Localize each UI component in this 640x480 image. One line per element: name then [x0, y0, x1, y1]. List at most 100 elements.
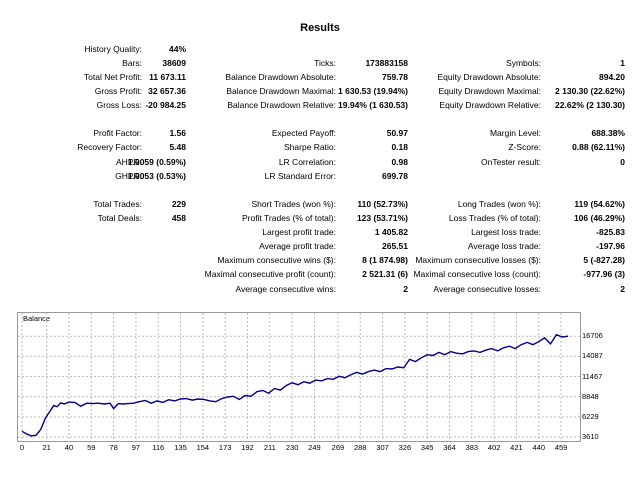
col1-value: -20 984.25: [145, 100, 186, 110]
col2-value: 2 521.31 (6): [362, 269, 408, 279]
col1-label: Gross Profit:: [94, 86, 142, 96]
col2-label: Largest profit trade:: [262, 227, 336, 237]
col1-label: Total Net Profit:: [83, 72, 142, 82]
x-tick-label: 116: [152, 443, 165, 452]
col2-value: 265.51: [382, 241, 408, 251]
col1-label: Gross Loss:: [96, 100, 142, 110]
col2-value: 699.78: [382, 171, 408, 181]
x-tick-label: 402: [487, 443, 501, 452]
col2-label: Sharpe Ratio:: [284, 142, 336, 152]
chart-title: Balance: [23, 314, 51, 323]
col1-label: Total Trades:: [93, 199, 142, 209]
x-tick-label: 421: [510, 443, 523, 452]
col2-label: Average consecutive wins:: [235, 284, 336, 294]
col3-value: 0.88 (62.11%): [572, 142, 625, 152]
col2-label: Ticks:: [314, 58, 336, 68]
x-tick-label: 173: [218, 443, 232, 452]
col3-value: 1: [620, 58, 625, 68]
col3-value: 22.62% (2 130.30): [555, 100, 625, 110]
col3-label: Maximal consecutive loss (count):: [413, 269, 541, 279]
x-tick-label: 192: [241, 443, 254, 452]
col3-label: Z-Score:: [508, 142, 541, 152]
col2-label: Maximum consecutive wins ($):: [217, 255, 336, 265]
balance-chart-svg: [18, 313, 580, 441]
col2-value: 123 (53.71%): [356, 213, 408, 223]
col3-label: Average consecutive losses:: [433, 284, 541, 294]
x-tick-label: 97: [131, 443, 141, 452]
x-tick-label: 249: [308, 443, 321, 452]
x-tick-label: 135: [174, 443, 187, 452]
col2-label: Balance Drawdown Absolute:: [225, 72, 336, 82]
col1-value: 229: [171, 199, 186, 209]
col3-value: 119 (54.62%): [574, 199, 625, 209]
col1-value: 38609: [162, 58, 186, 68]
col1-value: 1.0053 (0.53%): [127, 171, 186, 181]
col1-label: Bars:: [122, 58, 142, 68]
y-tick-label: 8848: [582, 391, 599, 401]
col3-label: Symbols:: [506, 58, 541, 68]
x-tick-label: 269: [331, 443, 345, 452]
col1-value: 1.0059 (0.59%): [127, 157, 186, 167]
col3-label: Largest loss trade:: [471, 227, 541, 237]
col2-label: Average profit trade:: [259, 241, 336, 251]
col3-value: 2: [620, 284, 625, 294]
x-tick-label: 59: [87, 443, 96, 452]
x-tick-label: 154: [196, 443, 210, 452]
col2-value: 0.18: [391, 142, 408, 152]
x-tick-label: 21: [42, 443, 51, 452]
x-tick-label: 40: [64, 443, 74, 452]
col3-label: OnTester result:: [481, 157, 541, 167]
y-tick-label: 6229: [582, 411, 599, 421]
col1-label: Recovery Factor:: [77, 142, 142, 152]
x-tick-label: 78: [109, 443, 118, 452]
col2-value: 1 630.53 (19.94%): [338, 86, 408, 96]
col1-value: 44%: [168, 44, 186, 54]
y-tick-label: 16706: [582, 331, 603, 341]
col2-value: 8 (1 874.98): [362, 255, 408, 265]
col3-label: Equity Drawdown Absolute:: [437, 72, 541, 82]
report-title: Results: [300, 22, 340, 34]
x-tick-label: 307: [376, 443, 389, 452]
col1-value: 1.56: [169, 128, 186, 138]
col2-value: 759.78: [382, 72, 408, 82]
col3-value: -825.83: [596, 227, 625, 237]
col3-label: Average loss trade:: [467, 241, 541, 251]
col3-label: Margin Level:: [489, 128, 541, 138]
col2-label: LR Standard Error:: [264, 171, 336, 181]
x-tick-label: 345: [420, 443, 434, 452]
col2-value: 0.98: [391, 157, 408, 167]
col3-value: 688.38%: [591, 128, 625, 138]
col3-value: -197.96: [596, 241, 625, 251]
col1-label: GHPR:: [115, 171, 142, 181]
col1-value: 458: [171, 213, 186, 223]
col1-value: 32 657.36: [148, 86, 186, 96]
col1-label: Profit Factor:: [93, 128, 142, 138]
col2-label: Expected Payoff:: [271, 128, 336, 138]
col2-value: 110 (52.73%): [357, 199, 408, 209]
col3-value: -977.96 (3): [583, 269, 625, 279]
col2-value: 2: [403, 284, 408, 294]
y-tick-label: 3610: [582, 432, 599, 441]
x-tick-label: 383: [465, 443, 479, 452]
col1-label: Total Deals:: [97, 213, 142, 223]
col2-value: 50.97: [386, 128, 408, 138]
col2-value: 19.94% (1 630.53): [338, 100, 408, 110]
x-tick-label: 326: [398, 443, 412, 452]
col3-value: 5 (-827.28): [583, 255, 625, 265]
col2-label: Short Trades (won %):: [251, 199, 336, 209]
y-tick-label: 14087: [582, 351, 603, 361]
x-tick-label: 230: [285, 443, 299, 452]
col2-label: Maximal consecutive profit (count):: [204, 269, 336, 279]
col2-label: Balance Drawdown Maximal:: [226, 86, 336, 96]
col3-label: Equity Drawdown Maximal:: [438, 86, 541, 96]
x-tick-label: 0: [19, 443, 25, 452]
col2-value: 1 405.82: [374, 227, 408, 237]
x-tick-label: 364: [443, 443, 456, 452]
col3-value: 2 130.30 (22.62%): [555, 86, 625, 96]
col3-label: Equity Drawdown Relative:: [439, 100, 541, 110]
y-tick-label: 11467: [582, 371, 603, 381]
col1-label: History Quality:: [84, 44, 142, 54]
col3-value: 106 (46.29%): [573, 213, 625, 223]
col1-value: 5.48: [169, 142, 186, 152]
x-tick-label: 288: [353, 443, 367, 452]
